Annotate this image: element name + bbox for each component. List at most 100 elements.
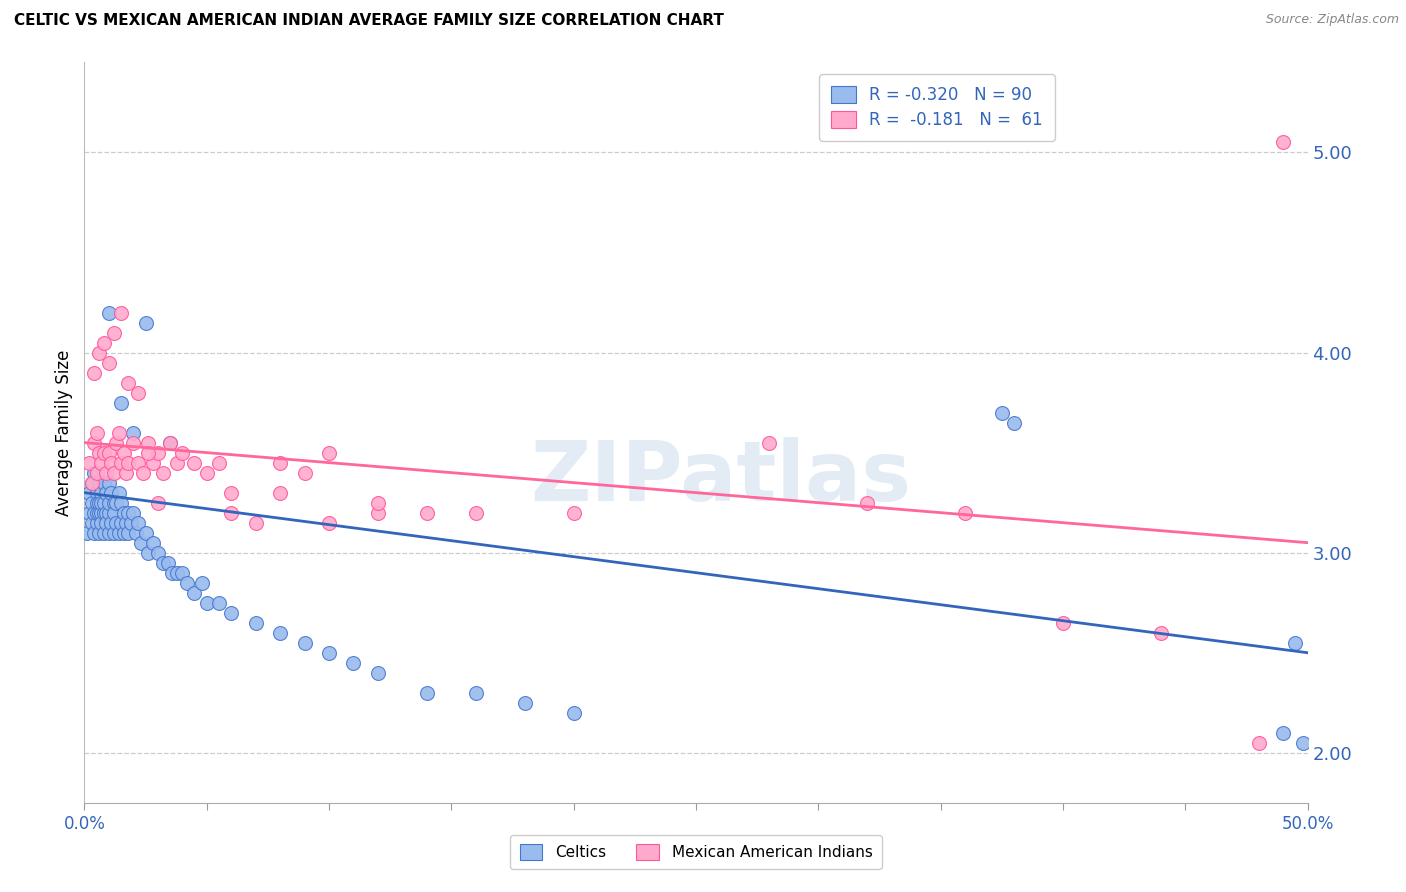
Point [269,485,291,500]
Point [245,516,267,530]
Point [1272,136,1295,150]
Point [86,466,108,480]
Point [97,445,120,459]
Point [100,516,122,530]
Point [1150,625,1173,640]
Text: ZIPatlas: ZIPatlas [530,436,911,517]
Point [269,625,291,640]
Point [142,535,165,549]
Point [96,485,118,500]
Point [208,456,231,470]
Point [367,665,389,680]
Point [83,466,105,480]
Point [93,475,115,490]
Point [87,345,110,359]
Point [219,485,242,500]
Point [93,445,115,459]
Point [269,456,291,470]
Point [135,525,157,540]
Point [125,525,148,540]
Point [86,485,108,500]
Point [1284,636,1306,650]
Point [117,506,139,520]
Point [107,525,129,540]
Point [93,335,115,350]
Point [294,636,316,650]
Point [146,496,169,510]
Point [87,506,110,520]
Point [245,615,267,630]
Point [96,506,118,520]
Point [80,475,103,490]
Point [562,706,585,720]
Point [107,485,129,500]
Point [166,566,188,580]
Point [1272,725,1295,739]
Point [367,506,389,520]
Point [159,435,181,450]
Point [90,506,112,520]
Point [416,506,439,520]
Point [856,496,879,510]
Point [103,525,125,540]
Point [135,316,157,330]
Point [318,445,340,459]
Point [562,506,585,520]
Point [183,585,205,599]
Point [172,445,194,459]
Point [86,425,108,440]
Point [86,496,108,510]
Point [107,425,129,440]
Point [183,456,205,470]
Point [76,525,98,540]
Point [127,456,149,470]
Point [195,596,218,610]
Point [93,525,115,540]
Text: CELTIC VS MEXICAN AMERICAN INDIAN AVERAGE FAMILY SIZE CORRELATION CHART: CELTIC VS MEXICAN AMERICAN INDIAN AVERAG… [14,13,724,29]
Point [1247,736,1270,750]
Point [1292,736,1315,750]
Point [86,506,108,520]
Point [86,516,108,530]
Point [103,466,125,480]
Y-axis label: Average Family Size: Average Family Size [55,350,73,516]
Point [176,575,198,590]
Legend: Celtics, Mexican American Indians: Celtics, Mexican American Indians [510,835,882,869]
Point [191,575,214,590]
Point [110,456,132,470]
Point [80,496,103,510]
Point [97,475,120,490]
Point [80,516,103,530]
Point [110,496,132,510]
Point [758,435,780,450]
Point [156,556,179,570]
Point [166,456,188,470]
Point [122,425,145,440]
Point [1052,615,1074,630]
Point [219,506,242,520]
Point [97,355,120,369]
Point [103,326,125,340]
Point [90,456,112,470]
Point [100,456,122,470]
Point [97,496,120,510]
Point [219,606,242,620]
Point [464,506,486,520]
Point [146,445,169,459]
Point [342,656,364,670]
Point [87,525,110,540]
Point [1002,416,1025,430]
Point [110,395,132,409]
Point [127,385,149,400]
Point [115,516,138,530]
Point [87,445,110,459]
Point [136,445,159,459]
Point [103,506,125,520]
Point [93,506,115,520]
Point [87,475,110,490]
Point [122,506,145,520]
Point [367,496,389,510]
Point [112,525,135,540]
Text: Source: ZipAtlas.com: Source: ZipAtlas.com [1265,13,1399,27]
Point [77,456,100,470]
